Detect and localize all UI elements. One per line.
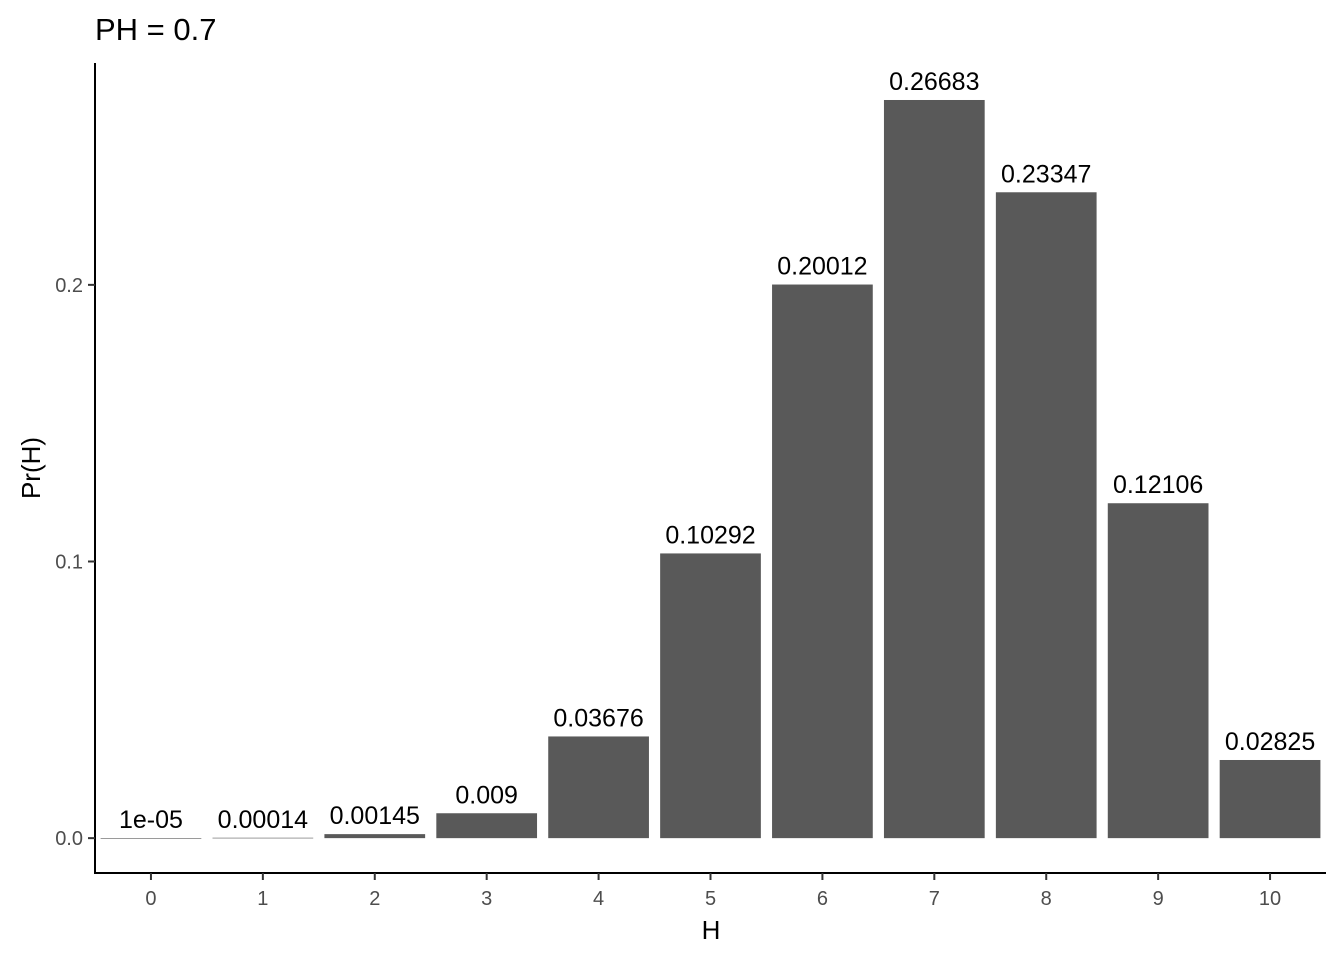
y-axis-title: Pr(H) — [16, 437, 46, 499]
bar-6 — [772, 284, 873, 839]
data-label-2: 0.00145 — [330, 802, 420, 830]
x-axis-ticks: 0 1 2 3 4 5 6 7 8 9 10 — [145, 873, 1281, 910]
x-tick-label-0: 0 — [145, 888, 156, 910]
data-label-9: 0.12106 — [1113, 471, 1203, 499]
data-label-1: 0.00014 — [218, 806, 308, 834]
bar-7 — [883, 99, 985, 839]
x-tick-label-2: 2 — [369, 888, 380, 910]
bar-3 — [436, 813, 538, 839]
y-tick-label-0.0: 0.0 — [55, 828, 83, 850]
data-label-8: 0.23347 — [1001, 160, 1091, 188]
bar-8 — [995, 192, 1097, 839]
data-labels-layer: 1e-05 0.00014 0.00145 0.009 0.03676 0.10292 0.… — [119, 68, 1315, 834]
x-tick-label-9: 9 — [1153, 888, 1164, 910]
data-label-3: 0.009 — [455, 781, 518, 809]
y-tick-label-0.2: 0.2 — [55, 275, 83, 297]
data-label-6: 0.20012 — [777, 253, 867, 281]
data-label-0: 1e-05 — [119, 806, 183, 834]
data-label-4: 0.03676 — [553, 704, 643, 732]
data-label-5: 0.10292 — [665, 521, 755, 549]
chart-title: PH = 0.7 — [95, 12, 217, 47]
bar-1 — [212, 837, 314, 839]
x-tick-label-6: 6 — [817, 888, 828, 910]
bar-5 — [660, 553, 761, 839]
x-tick-label-3: 3 — [481, 888, 492, 910]
x-tick-label-7: 7 — [929, 888, 940, 910]
data-label-10: 0.02825 — [1225, 728, 1315, 756]
y-tick-label-0.1: 0.1 — [55, 552, 83, 574]
data-label-7: 0.26683 — [889, 68, 979, 96]
x-tick-label-1: 1 — [257, 888, 268, 910]
x-tick-label-4: 4 — [593, 888, 604, 910]
bar-10 — [1219, 759, 1321, 839]
bar-4 — [548, 736, 649, 839]
bar-9 — [1107, 503, 1209, 839]
bars-layer — [100, 99, 1321, 839]
bar-0 — [100, 838, 202, 839]
y-axis-ticks: 0.0 0.1 0.2 — [55, 275, 95, 850]
x-axis-title: H — [702, 915, 721, 945]
x-tick-label-8: 8 — [1041, 888, 1052, 910]
x-tick-label-5: 5 — [705, 888, 716, 910]
bar-2 — [324, 834, 426, 839]
x-tick-label-10: 10 — [1259, 888, 1281, 910]
